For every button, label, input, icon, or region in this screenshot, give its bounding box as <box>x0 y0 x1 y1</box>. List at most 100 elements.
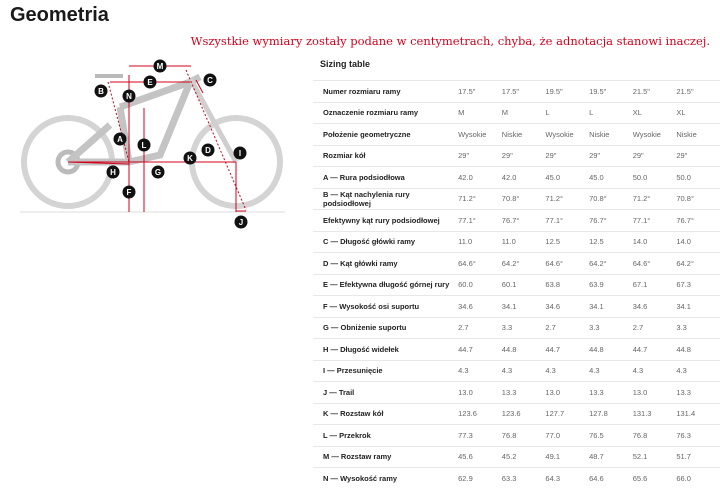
svg-text:H: H <box>110 168 116 177</box>
cell-value: 29" <box>458 145 502 167</box>
marker-l: L <box>138 139 151 152</box>
cell-value: 3.3 <box>502 317 546 339</box>
cell-value: 131.3 <box>633 403 677 425</box>
cell-value: 4.3 <box>458 360 502 382</box>
cell-value: 44.7 <box>633 339 677 361</box>
row-label: Efektywny kąt rury podsiodłowej <box>313 210 458 232</box>
cell-value: 64.3 <box>545 468 589 489</box>
cell-value: 34.6 <box>458 296 502 318</box>
cell-value: 13.0 <box>458 382 502 404</box>
cell-value: 45.2 <box>502 446 546 468</box>
page-title: Geometria <box>10 4 109 27</box>
cell-value: 66.0 <box>676 468 720 489</box>
svg-text:G: G <box>155 168 161 177</box>
cell-value: 11.0 <box>502 231 546 253</box>
svg-text:N: N <box>126 92 132 101</box>
row-label: Oznaczenie rozmiaru ramy <box>313 102 458 124</box>
cell-value: L <box>545 102 589 124</box>
marker-j: J <box>235 216 248 229</box>
cell-value: M <box>458 102 502 124</box>
cell-value: 60.0 <box>458 274 502 296</box>
bike-illustration <box>20 76 285 212</box>
row-label: D — Kąt główki ramy <box>313 253 458 275</box>
marker-e: E <box>144 76 157 89</box>
cell-value: 71.2° <box>545 188 589 210</box>
cell-value: 50.0 <box>676 167 720 189</box>
cell-value: 127.8 <box>589 403 633 425</box>
cell-value: 29" <box>502 145 546 167</box>
cell-value: Niskie <box>676 124 720 146</box>
cell-value: 76.5 <box>589 425 633 447</box>
marker-m: M <box>154 60 167 73</box>
cell-value: 12.5 <box>545 231 589 253</box>
marker-d: D <box>202 144 215 157</box>
cell-value: 44.7 <box>458 339 502 361</box>
svg-text:J: J <box>239 218 243 227</box>
cell-value: 48.7 <box>589 446 633 468</box>
cell-value: 44.8 <box>589 339 633 361</box>
marker-i: I <box>234 147 247 160</box>
cell-value: 60.1 <box>502 274 546 296</box>
cell-value: 71.2° <box>458 188 502 210</box>
svg-text:K: K <box>187 154 193 163</box>
cell-value: 3.3 <box>589 317 633 339</box>
svg-text:L: L <box>142 141 147 150</box>
cell-value: 52.1 <box>633 446 677 468</box>
cell-value: 34.1 <box>589 296 633 318</box>
cell-value: 70.8° <box>502 188 546 210</box>
row-label: C — Długość główki ramy <box>313 231 458 253</box>
svg-text:I: I <box>239 149 241 158</box>
cell-value: 77.1° <box>458 210 502 232</box>
cell-value: 34.6 <box>633 296 677 318</box>
cell-value: 49.1 <box>545 446 589 468</box>
cell-value: 44.8 <box>502 339 546 361</box>
cell-value: 19.5" <box>545 81 589 103</box>
cell-value: 44.8 <box>676 339 720 361</box>
cell-value: 14.0 <box>676 231 720 253</box>
row-label: B — Kąt nachylenia rury podsiodłowej <box>313 188 458 210</box>
row-label: I — Przesunięcie <box>313 360 458 382</box>
cell-value: 127.7 <box>545 403 589 425</box>
cell-value: 2.7 <box>545 317 589 339</box>
cell-value: 2.7 <box>458 317 502 339</box>
row-label: Rozmiar kół <box>313 145 458 167</box>
cell-value: 76.7° <box>676 210 720 232</box>
cell-value: 76.3 <box>676 425 720 447</box>
cell-value: 19.5" <box>589 81 633 103</box>
cell-value: 17.5" <box>502 81 546 103</box>
svg-text:C: C <box>207 76 213 85</box>
marker-n: N <box>123 90 136 103</box>
cell-value: 34.6 <box>545 296 589 318</box>
cell-value: 4.3 <box>633 360 677 382</box>
cell-value: 51.7 <box>676 446 720 468</box>
cell-value: 64.6° <box>458 253 502 275</box>
cell-value: 76.7° <box>502 210 546 232</box>
cell-value: 65.6 <box>633 468 677 489</box>
cell-value: M <box>502 102 546 124</box>
cell-value: 131.4 <box>676 403 720 425</box>
cell-value: 34.1 <box>502 296 546 318</box>
cell-value: 3.3 <box>676 317 720 339</box>
cell-value: 77.1° <box>545 210 589 232</box>
cell-value: 29" <box>589 145 633 167</box>
cell-value: 50.0 <box>633 167 677 189</box>
marker-c: C <box>204 74 217 87</box>
cell-value: XL <box>633 102 677 124</box>
cell-value: 21.5" <box>633 81 677 103</box>
cell-value: 45.0 <box>545 167 589 189</box>
row-label: E — Efektywna długość górnej rury <box>313 274 458 296</box>
cell-value: 63.9 <box>589 274 633 296</box>
cell-value: 13.3 <box>589 382 633 404</box>
cell-value: 62.9 <box>458 468 502 489</box>
marker-a: A <box>114 133 127 146</box>
cell-value: 11.0 <box>458 231 502 253</box>
units-note: Wszystkie wymiary zostały podane w centy… <box>191 34 710 48</box>
cell-value: 71.2° <box>633 188 677 210</box>
